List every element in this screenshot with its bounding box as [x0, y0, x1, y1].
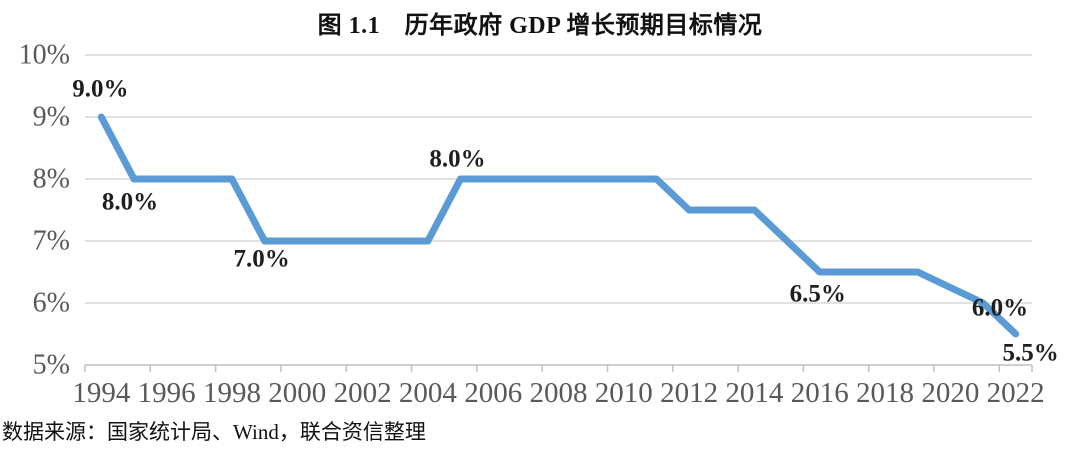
data-label: 6.5% [790, 281, 846, 308]
source-note: 数据来源：国家统计局、Wind，联合资信整理 [2, 420, 426, 444]
x-axis-label: 2014 [725, 377, 784, 409]
gdp-target-line [97, 113, 1020, 338]
y-axis-label: 9% [33, 102, 70, 133]
x-axis-label: 2012 [660, 377, 718, 409]
x-axis-label: 2022 [987, 377, 1045, 409]
y-axis-label: 8% [33, 164, 70, 195]
data-label: 8.0% [429, 146, 485, 173]
chart-plot-area: 10%9%8%7%6%5%1994 1996 1998 2000 2002 2004 200… [19, 40, 1059, 410]
data-label: 6.0% [972, 295, 1028, 322]
x-axis-label: 2008 [530, 377, 588, 409]
x-axis-label: 2010 [595, 377, 653, 409]
chart-title: 图 1.1 历年政府 GDP 增长预期目标情况 [317, 13, 763, 39]
y-axis-label: 7% [33, 226, 70, 257]
x-axis-label: 2000 [268, 377, 326, 409]
x-axis-label: 1998 [203, 377, 261, 409]
x-axis-label: 2018 [856, 377, 914, 409]
x-axis-label: 1996 [138, 377, 196, 409]
data-label: 9.0% [72, 76, 128, 103]
x-axis-label: 2006 [464, 377, 522, 409]
y-axis-label: 10% [19, 40, 70, 71]
y-axis-label: 5% [33, 350, 70, 381]
data-label: 8.0% [102, 189, 158, 216]
x-axis-label: 2002 [334, 377, 392, 409]
y-axis-label: 6% [33, 288, 70, 319]
x-axis-label: 1994 [72, 377, 131, 409]
x-axis-label: 2020 [921, 377, 979, 409]
data-label: 5.5% [1003, 340, 1059, 367]
data-label: 7.0% [233, 246, 289, 273]
x-axis-label: 2016 [791, 377, 849, 409]
x-axis-label: 2004 [399, 377, 458, 409]
